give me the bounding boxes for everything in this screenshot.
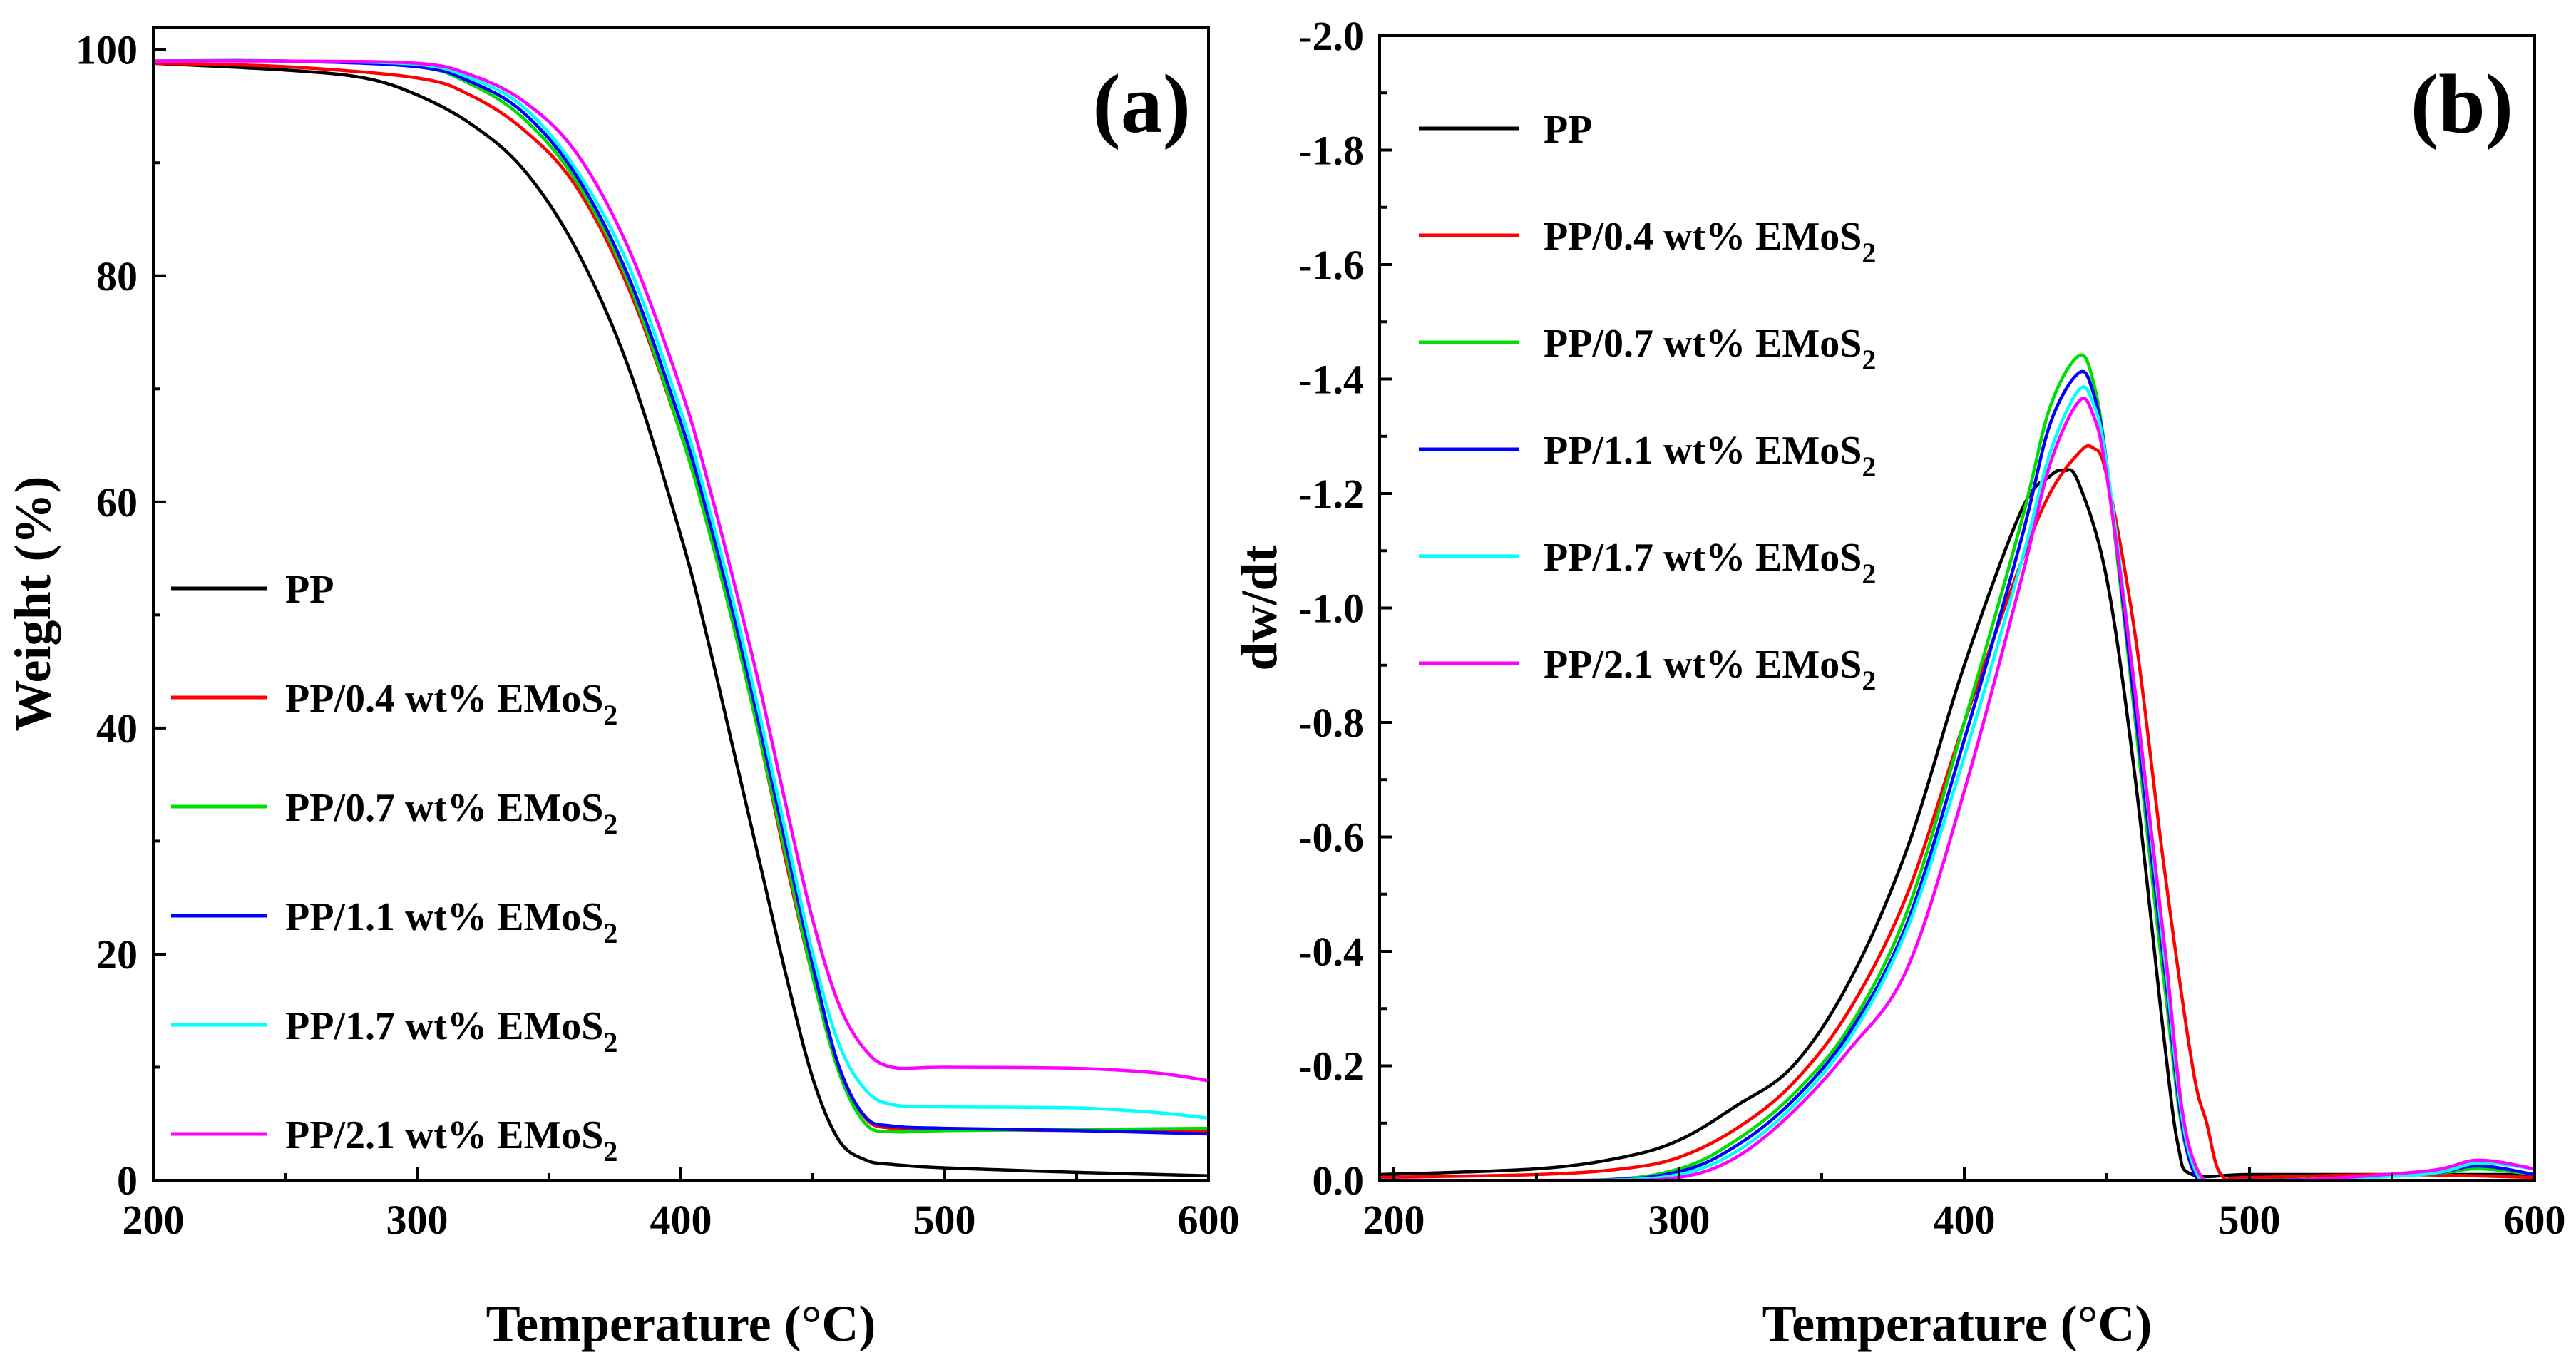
y-tick-label: 20 [96, 931, 138, 978]
plot-frame [1378, 34, 2536, 1182]
y-tick-label: -0.8 [1298, 700, 1364, 746]
legend-label: PP/1.1 wt% EMoS2 [1544, 429, 1876, 483]
legend-label: PP/0.4 wt% EMoS2 [285, 677, 617, 731]
x-tick-label: 400 [650, 1197, 712, 1243]
y-tick-label: 40 [96, 705, 138, 752]
y-tick-label: -2.0 [1298, 13, 1364, 59]
panel-a-weight-chart: 200 300 400 500 600 0 20 40 60 80 100 Temperature (… [4, 26, 1240, 1352]
x-axis-title: Temperature (°C) [1762, 1295, 2152, 1352]
legend-label: PP/0.7 wt% EMoS2 [285, 786, 617, 840]
y-tick-label: 60 [96, 479, 138, 526]
legend-label: PP/0.4 wt% EMoS2 [1544, 215, 1876, 269]
x-tick-label: 600 [1178, 1197, 1240, 1243]
series-line-2 [153, 58, 1209, 1134]
y-tick-label: -1.2 [1298, 471, 1364, 517]
legend: PP PP/0.4 wt% EMoS2 PP/0.7 wt% EMoS2 PP/1.1… [171, 568, 617, 1167]
legend-label: PP/1.1 wt% EMoS2 [285, 895, 617, 949]
x-tick-label: 300 [1648, 1197, 1710, 1243]
panel-label: (b) [2411, 57, 2513, 150]
series-line-1 [1380, 444, 2535, 1180]
legend-label: PP/1.7 wt% EMoS2 [1544, 536, 1876, 590]
x-axis-title: Temperature (°C) [486, 1295, 876, 1352]
series-line-0 [1380, 468, 2535, 1179]
legend-label: PP/2.1 wt% EMoS2 [1544, 643, 1876, 697]
y-axis-title: Weight (%) [4, 476, 61, 732]
panel-b-derivative-chart: 200 300 400 500 600 0.0 -0.2 -0.4 -0.6 -0.8 -1.0 -1… [1231, 13, 2566, 1352]
panel-label: (a) [1092, 57, 1191, 150]
series-line-4 [153, 58, 1209, 1120]
series-line-5 [1380, 397, 2535, 1180]
y-tick-label: -0.6 [1298, 814, 1364, 861]
series-line-4 [1380, 385, 2535, 1180]
x-tick-label: 500 [2219, 1197, 2281, 1243]
series-line-3 [1380, 369, 2535, 1180]
y-tick-label: 0.0 [1313, 1157, 1365, 1204]
x-tick-label: 200 [123, 1197, 185, 1243]
x-tick-label: 500 [914, 1197, 976, 1243]
legend: PP PP/0.4 wt% EMoS2 PP/0.7 wt% EMoS2 PP/1.1… [1419, 108, 1876, 697]
series-line-0 [153, 61, 1209, 1177]
series-line-3 [153, 58, 1209, 1136]
y-tick-label: -1.0 [1298, 586, 1364, 632]
legend-label: PP/0.7 wt% EMoS2 [1544, 322, 1876, 376]
x-tick-label: 200 [1363, 1197, 1425, 1243]
series-line-5 [153, 59, 1209, 1083]
y-tick-label: -0.4 [1298, 929, 1364, 975]
x-tick-label: 600 [2504, 1197, 2566, 1243]
series-line-2 [1380, 353, 2535, 1180]
y-tick-label: 100 [76, 27, 138, 73]
legend-label: PP [1544, 108, 1592, 152]
y-tick-label: -1.6 [1298, 242, 1364, 288]
y-axis-title: dw/dt [1231, 545, 1288, 670]
x-tick-label: 400 [1934, 1197, 1996, 1243]
legend-label: PP/1.7 wt% EMoS2 [285, 1004, 617, 1058]
legend-label: PP [285, 568, 334, 612]
y-tick-label: -0.2 [1298, 1043, 1364, 1090]
y-tick-label: 80 [96, 253, 138, 300]
x-tick-label: 300 [386, 1197, 448, 1243]
y-tick-label: -1.4 [1298, 357, 1364, 403]
y-tick-label: -1.8 [1298, 128, 1364, 174]
y-tick-label: 0 [117, 1157, 138, 1204]
legend-label: PP/2.1 wt% EMoS2 [285, 1113, 617, 1167]
